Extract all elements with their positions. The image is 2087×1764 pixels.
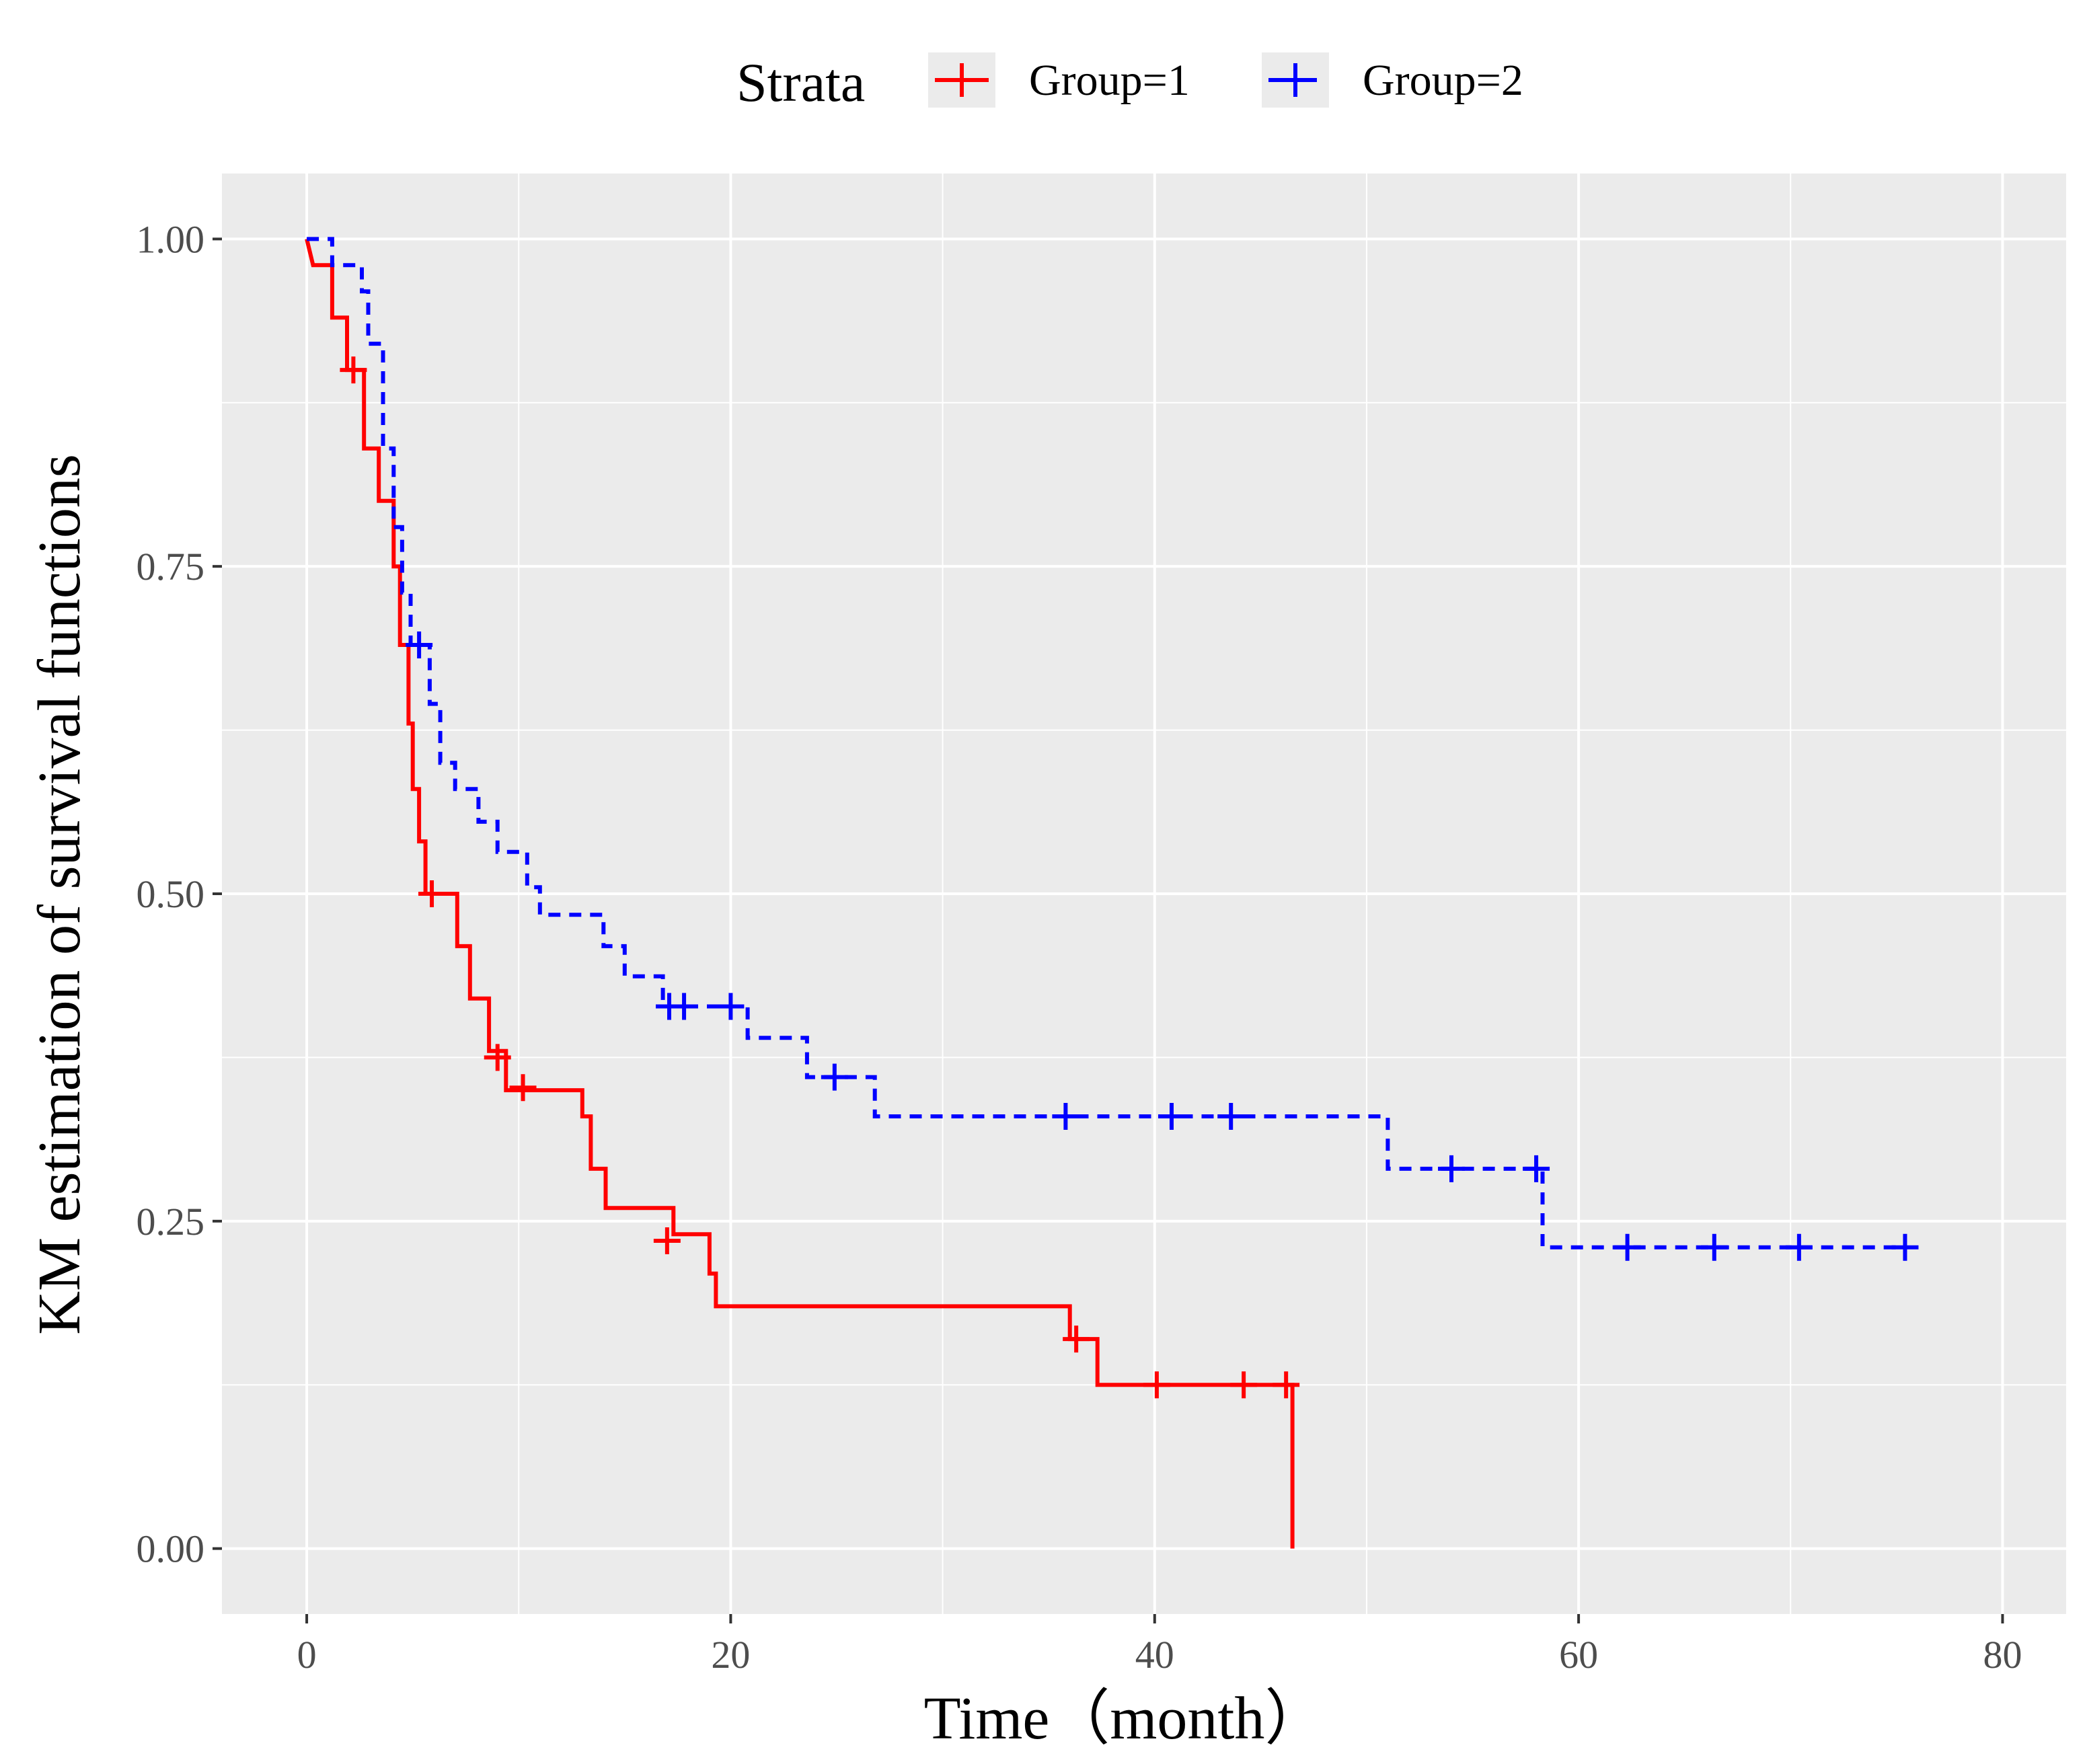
grid-major [222,174,2066,1614]
axis-ticks: 0 20 40 60 80 0.00 0.25 0.50 0.75 1.00 [137,217,2022,1677]
legend-title: Strata [736,52,865,113]
y-axis-title: KM estimation of survival functions [26,454,93,1335]
censor-mark-group2 [717,993,745,1020]
censor-mark-group2 [1614,1233,1641,1261]
series-line-group1 [305,238,1295,1549]
x-tick-label: 40 [1135,1633,1174,1677]
censor-mark-group2 [1438,1155,1465,1182]
y-tick-label: 0.75 [137,545,205,588]
censor-mark-group2 [1891,1233,1919,1261]
censor-mark-group1 [418,880,446,907]
censor-markers [340,356,1919,1399]
y-tick-label: 0.50 [137,872,205,916]
legend-marker-group1 [945,63,979,97]
censor-mark-group1 [340,356,367,384]
censor-mark-group2 [1700,1233,1728,1261]
x-tick-label: 60 [1559,1633,1598,1677]
x-tick-label: 80 [1983,1633,2022,1677]
censor-mark-group2 [1523,1155,1550,1182]
legend-label-group2: Group=2 [1363,56,1523,105]
y-tick-label: 0.25 [137,1200,205,1243]
censor-mark-group1 [653,1227,681,1255]
censor-mark-group1 [1230,1371,1258,1399]
series-line-group2 [307,237,1907,1250]
y-tick-label: 0.00 [137,1527,205,1571]
series-layer [305,237,1907,1549]
x-tick-label: 0 [297,1633,317,1677]
censor-mark-group1 [1063,1326,1090,1353]
censor-mark-group2 [1785,1233,1813,1261]
legend-marker-group2 [1279,63,1312,97]
censor-mark-group2 [1217,1103,1245,1130]
y-tick-label: 1.00 [137,217,205,261]
censor-mark-group1 [1143,1371,1170,1399]
censor-mark-group1 [484,1044,511,1071]
censor-mark-group2 [406,631,433,659]
censor-mark-group1 [1273,1371,1300,1399]
censor-mark-group2 [1158,1103,1185,1130]
censor-mark-group1 [509,1074,537,1102]
legend-label-group1: Group=1 [1029,56,1190,105]
x-axis-title: Time（month） [924,1685,1326,1752]
legend-entry-group2: Group=2 [1262,52,1523,108]
x-tick-label: 20 [711,1633,750,1677]
censor-mark-group2 [671,993,698,1020]
censor-mark-group2 [821,1063,848,1091]
censor-mark-group2 [1052,1103,1079,1130]
legend: Strata Group=1 Group=2 [736,52,1523,113]
legend-entry-group1: Group=1 [928,52,1190,108]
